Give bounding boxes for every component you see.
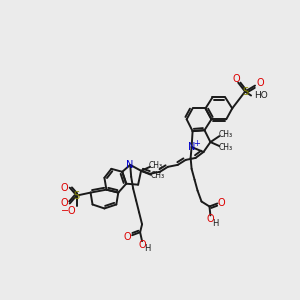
Text: O: O bbox=[218, 197, 225, 208]
Text: S: S bbox=[242, 86, 248, 97]
Text: O: O bbox=[61, 183, 69, 193]
Text: O: O bbox=[123, 232, 131, 242]
Text: H: H bbox=[212, 219, 219, 228]
Text: N: N bbox=[188, 142, 195, 152]
Text: O: O bbox=[138, 240, 146, 250]
Text: CH₃: CH₃ bbox=[151, 171, 165, 180]
Text: S: S bbox=[74, 190, 80, 201]
Text: N: N bbox=[127, 160, 134, 170]
Text: +: + bbox=[193, 139, 200, 148]
Text: O: O bbox=[256, 78, 264, 88]
Text: CH₃: CH₃ bbox=[218, 130, 232, 139]
Text: O: O bbox=[68, 206, 76, 216]
Text: CH₃: CH₃ bbox=[218, 142, 232, 152]
Text: −: − bbox=[61, 206, 69, 216]
Text: O: O bbox=[232, 74, 240, 84]
Text: HO: HO bbox=[254, 91, 268, 100]
Text: O: O bbox=[207, 214, 214, 224]
Text: O: O bbox=[61, 199, 69, 208]
Text: H: H bbox=[144, 244, 150, 253]
Text: CH₃: CH₃ bbox=[149, 161, 163, 170]
